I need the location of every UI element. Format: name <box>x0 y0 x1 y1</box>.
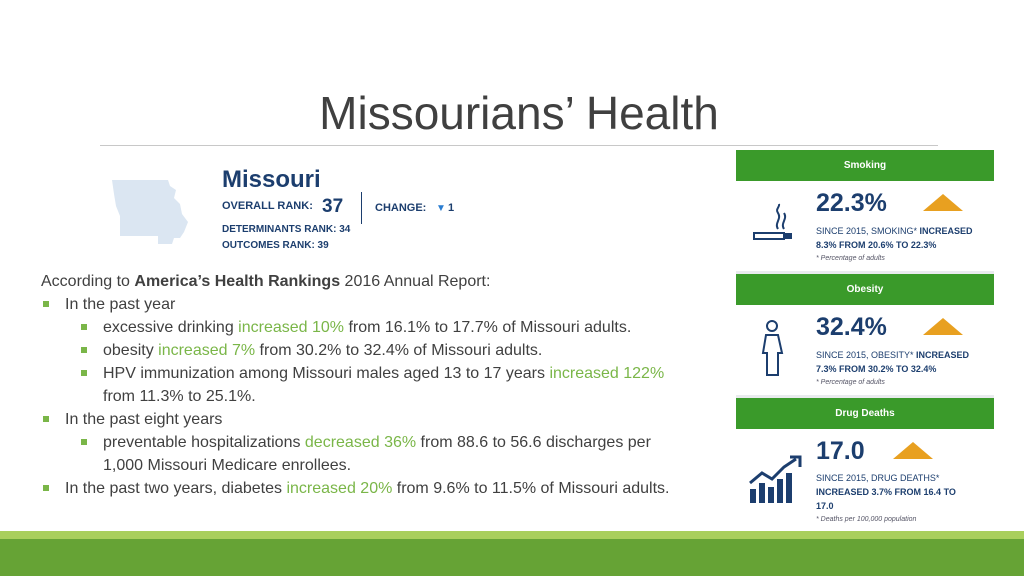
change-label: CHANGE: <box>375 202 427 214</box>
highlight-text: increased 20% <box>286 480 393 497</box>
square-bullet-icon <box>43 301 49 307</box>
text: SINCE 2015, DRUG DEATHS* <box>816 473 940 483</box>
intro-line: According to America’s Health Rankings 2… <box>41 270 741 293</box>
overall-rank-value: 37 <box>322 196 344 217</box>
text: obesity <box>103 342 159 359</box>
cigarette-icon <box>753 203 792 240</box>
text: excessive drinking <box>103 319 239 336</box>
drug-deaths-value: 17.0 <box>816 437 865 465</box>
text: 17.0 <box>816 501 834 511</box>
text: from 88.6 to 56.6 discharges per <box>416 434 651 451</box>
text: preventable hospitalizations <box>103 434 305 451</box>
drug-deaths-footnote: * Deaths per 100,000 population <box>816 516 917 523</box>
smoking-description: SINCE 2015, SMOKING* INCREASED 8.3% FROM… <box>816 224 973 252</box>
square-bullet-icon <box>81 439 87 445</box>
highlight-text: increased 10% <box>238 319 345 336</box>
text: from 9.6% to 11.5% of Missouri adults. <box>392 480 670 497</box>
report-name: America’s Health Rankings <box>134 273 341 290</box>
intro-post: 2016 Annual Report: <box>340 273 491 290</box>
obesity-description: SINCE 2015, OBESITY* INCREASED 7.3% FROM… <box>816 348 969 376</box>
list-item-continuation: 1,000 Missouri Medicare enrollees. <box>103 457 352 474</box>
text: 20.6% <box>868 240 894 250</box>
footer-band-dark <box>0 539 1024 576</box>
list-item: In the past two years, diabetes increase… <box>41 477 741 500</box>
list-item: In the past eight years <box>41 408 741 431</box>
list-item: HPV immunization among Missouri males ag… <box>41 362 741 385</box>
text: SINCE 2015, SMOKING* <box>816 226 920 236</box>
text: 16.4 <box>923 487 942 497</box>
text: INCREASED 3.7% FROM <box>816 487 924 497</box>
state-name: Missouri <box>222 166 321 193</box>
health-infographic-panel: Smoking 22.3% SINCE 2015, SMOKING* INCRE… <box>736 150 994 536</box>
drug-deaths-header: Drug Deaths <box>736 398 994 429</box>
intro-pre: According to <box>41 273 135 290</box>
smoking-footnote: * Percentage of adults <box>816 255 885 262</box>
text: HPV immunization among Missouri males ag… <box>103 365 550 382</box>
text: from 16.1% to 17.7% of Missouri adults. <box>344 319 632 336</box>
outcomes-rank: OUTCOMES RANK: 39 <box>222 240 329 251</box>
drug-deaths-section: 17.0 SINCE 2015, DRUG DEATHS* INCREASED … <box>736 429 994 536</box>
obesity-value: 32.4% <box>816 313 887 341</box>
list-item: preventable hospitalizations decreased 3… <box>41 431 741 454</box>
list-item: In the past year <box>41 293 741 316</box>
up-arrow-icon <box>893 442 933 459</box>
highlight-text: increased 122% <box>549 365 665 382</box>
square-bullet-icon <box>43 485 49 491</box>
highlight-text: increased 7% <box>158 342 256 359</box>
report-summary: According to America’s Health Rankings 2… <box>41 270 741 500</box>
list-item: excessive drinking increased 10% from 16… <box>41 316 741 339</box>
person-icon <box>761 320 784 376</box>
square-bullet-icon <box>81 324 87 330</box>
text: INCREASED <box>919 226 973 236</box>
square-bullet-icon <box>43 416 49 422</box>
missouri-rank-card: Missouri OVERALL RANK: 37 CHANGE: ▼ 1 DE… <box>110 160 470 260</box>
text: TO <box>893 240 911 250</box>
title-divider <box>100 145 938 146</box>
smoking-value: 22.3% <box>816 189 887 217</box>
change-value: 1 <box>448 202 455 214</box>
smoking-header: Smoking <box>736 150 994 181</box>
obesity-section: 32.4% SINCE 2015, OBESITY* INCREASED 7.3… <box>736 305 994 395</box>
text: SINCE 2015, OBESITY* <box>816 350 917 360</box>
text: 30.2% <box>868 364 894 374</box>
smoking-section: 22.3% SINCE 2015, SMOKING* INCREASED 8.3… <box>736 181 994 271</box>
text: 7.3% FROM <box>816 364 869 374</box>
down-triangle-icon: ▼ <box>436 203 446 214</box>
rank-separator <box>361 192 362 224</box>
text: 8.3% FROM <box>816 240 869 250</box>
obesity-footnote: * Percentage of adults <box>816 379 885 386</box>
obesity-header: Obesity <box>736 274 994 305</box>
square-bullet-icon <box>81 370 87 376</box>
text: INCREASED <box>916 350 970 360</box>
list-item-continuation: from 11.3% to 25.1%. <box>103 388 256 405</box>
missouri-map-icon <box>112 180 188 244</box>
text: TO <box>893 364 911 374</box>
determinants-rank: DETERMINANTS RANK: 34 <box>222 224 351 235</box>
square-bullet-icon <box>81 347 87 353</box>
drug-deaths-description: SINCE 2015, DRUG DEATHS* INCREASED 3.7% … <box>816 471 956 513</box>
slide-title: Missourians’ Health <box>319 87 719 139</box>
footer-band-light <box>0 531 1024 539</box>
up-arrow-icon <box>923 318 963 335</box>
text: 32.4% <box>910 364 937 374</box>
up-arrow-icon <box>923 194 963 211</box>
text: 22.3% <box>910 240 937 250</box>
highlight-text: decreased 36% <box>304 434 417 451</box>
list-item: obesity increased 7% from 30.2% to 32.4%… <box>41 339 741 362</box>
text: TO <box>941 487 956 497</box>
text: In the past two years, diabetes <box>65 480 287 497</box>
rising-chart-icon <box>749 455 802 503</box>
overall-rank-label: OVERALL RANK: <box>222 200 313 212</box>
list-item-text: In the past eight years <box>65 411 223 428</box>
text: from 30.2% to 32.4% of Missouri adults. <box>255 342 543 359</box>
list-item-text: In the past year <box>65 296 176 313</box>
